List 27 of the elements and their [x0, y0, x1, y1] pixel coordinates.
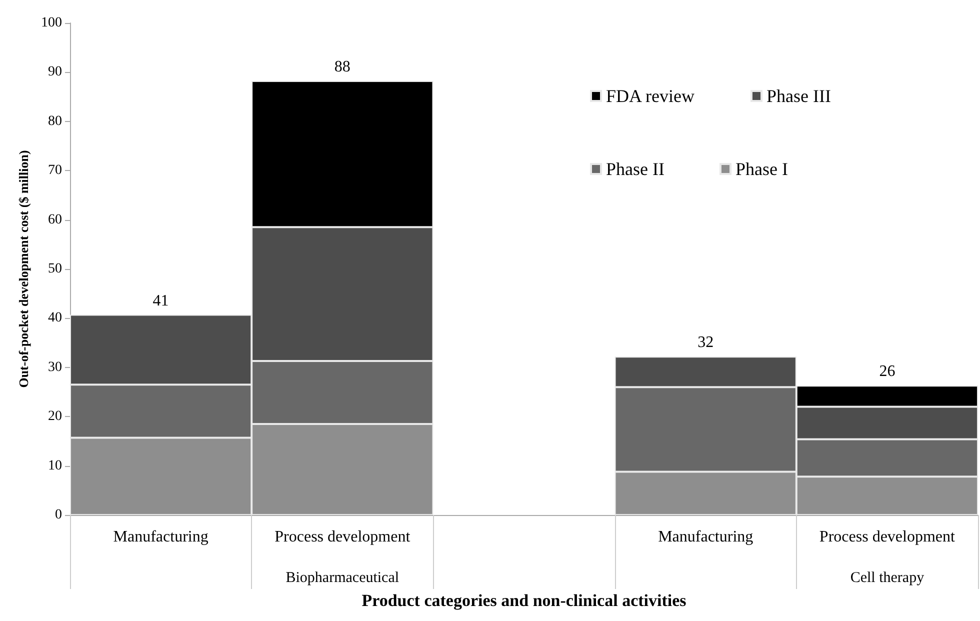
legend-label: Phase II	[606, 159, 664, 179]
x-tick-label: Process development	[274, 528, 411, 546]
y-axis-title: Out-of-pocket development cost ($ million)	[16, 150, 31, 388]
y-tick-label: 50	[48, 262, 62, 276]
y-tick-label: 10	[48, 458, 62, 474]
y-tick-label: 70	[48, 163, 62, 178]
y-tick-label: 100	[41, 16, 62, 30]
x-tick-label: Manufacturing	[658, 528, 754, 546]
text: Biopharmaceutical	[286, 570, 400, 586]
total-label: 88	[334, 58, 350, 76]
y-tick-label: 60	[48, 212, 62, 228]
y-tick-label: 30	[48, 360, 62, 375]
legend-label: Phase I	[735, 159, 788, 179]
y-tick-label: 80	[48, 114, 62, 129]
y-tick-label: 0	[55, 508, 62, 522]
legend-label: Phase III	[766, 86, 831, 106]
x-tick-label: Process development	[819, 528, 956, 546]
total-label: 32	[698, 334, 714, 352]
x-tick-label: Manufacturing	[113, 528, 208, 546]
y-tick-label: 90	[48, 64, 62, 80]
y-tick-label: 20	[48, 409, 62, 424]
text: Cell therapy	[850, 570, 925, 586]
x-axis-title: Product categories and non-clinical activities	[362, 591, 687, 610]
y-tick-label: 40	[48, 310, 62, 326]
total-label: 41	[152, 292, 169, 310]
total-label: 26	[879, 363, 896, 380]
legend-label: FDA review	[606, 86, 694, 106]
